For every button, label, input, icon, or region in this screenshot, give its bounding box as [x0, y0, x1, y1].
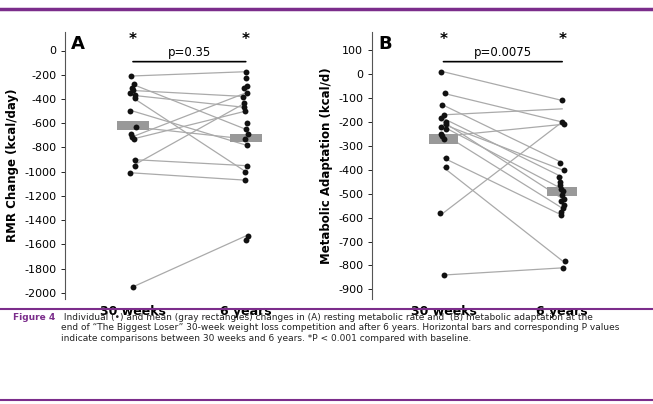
Point [557, 192, 567, 198]
Point [130, 156, 140, 163]
Point [441, 119, 451, 125]
Point [238, 104, 249, 111]
Point [240, 136, 250, 142]
Point [556, 212, 566, 219]
Point [558, 265, 568, 271]
Point [242, 82, 253, 89]
Point [441, 155, 451, 161]
Point [439, 135, 449, 142]
Point [558, 121, 569, 128]
Point [437, 102, 447, 109]
Point [556, 186, 566, 192]
Point [125, 90, 135, 96]
Point [242, 131, 253, 137]
Point [126, 73, 136, 79]
Point [242, 120, 252, 126]
Y-axis label: Metabolic Adaptation (kcal/d): Metabolic Adaptation (kcal/d) [319, 67, 332, 264]
Bar [230, 133, 262, 142]
Point [131, 124, 141, 130]
Text: Figure 4: Figure 4 [13, 313, 56, 322]
Text: *: * [558, 32, 566, 47]
Point [554, 174, 565, 180]
Bar [117, 121, 149, 130]
Point [441, 121, 451, 128]
Point [554, 182, 565, 189]
Point [128, 87, 138, 94]
Text: Individual (•) and mean (gray rectangles) changes in (A) resting metabolic rate : Individual (•) and mean (gray rectangles… [61, 313, 619, 343]
Point [437, 133, 447, 139]
Point [240, 75, 251, 82]
Bar [428, 134, 458, 143]
Point [127, 85, 137, 91]
Point [436, 115, 446, 122]
Point [436, 210, 446, 216]
Point [241, 236, 251, 243]
Bar [547, 187, 577, 196]
Point [436, 124, 446, 130]
Point [243, 233, 253, 239]
Text: *: * [439, 32, 447, 47]
Point [242, 142, 252, 148]
Point [559, 195, 569, 202]
Point [130, 92, 140, 99]
Point [240, 168, 250, 175]
Point [556, 208, 566, 215]
Point [436, 131, 447, 137]
Point [242, 162, 252, 169]
Point [440, 164, 451, 170]
Point [557, 119, 567, 125]
Point [558, 205, 569, 211]
Point [130, 95, 140, 101]
Point [128, 284, 138, 290]
Text: *: * [242, 32, 249, 47]
Point [126, 131, 136, 137]
Point [125, 108, 136, 114]
Point [439, 90, 450, 97]
Point [438, 112, 449, 118]
Point [129, 81, 140, 88]
Point [555, 179, 565, 185]
Point [238, 99, 249, 106]
Point [240, 177, 250, 183]
Point [556, 198, 566, 204]
Point [241, 68, 251, 75]
Text: A: A [71, 35, 85, 53]
Point [557, 97, 567, 104]
Point [438, 272, 449, 278]
Point [127, 133, 137, 140]
Point [242, 90, 253, 96]
Text: p=0.0075: p=0.0075 [473, 46, 532, 59]
Text: B: B [378, 35, 392, 53]
Point [560, 257, 570, 264]
Point [129, 136, 139, 142]
Y-axis label: RMR Change (kcal/day): RMR Change (kcal/day) [6, 89, 18, 242]
Point [130, 162, 140, 169]
Point [558, 201, 569, 208]
Point [125, 170, 135, 176]
Point [238, 85, 249, 91]
Point [558, 166, 569, 173]
Text: *: * [129, 32, 137, 47]
Point [240, 126, 251, 133]
Point [558, 188, 568, 195]
Point [441, 126, 451, 133]
Point [240, 108, 250, 114]
Text: p=0.35: p=0.35 [168, 46, 211, 59]
Point [555, 160, 565, 166]
Point [238, 93, 248, 100]
Point [436, 69, 447, 75]
